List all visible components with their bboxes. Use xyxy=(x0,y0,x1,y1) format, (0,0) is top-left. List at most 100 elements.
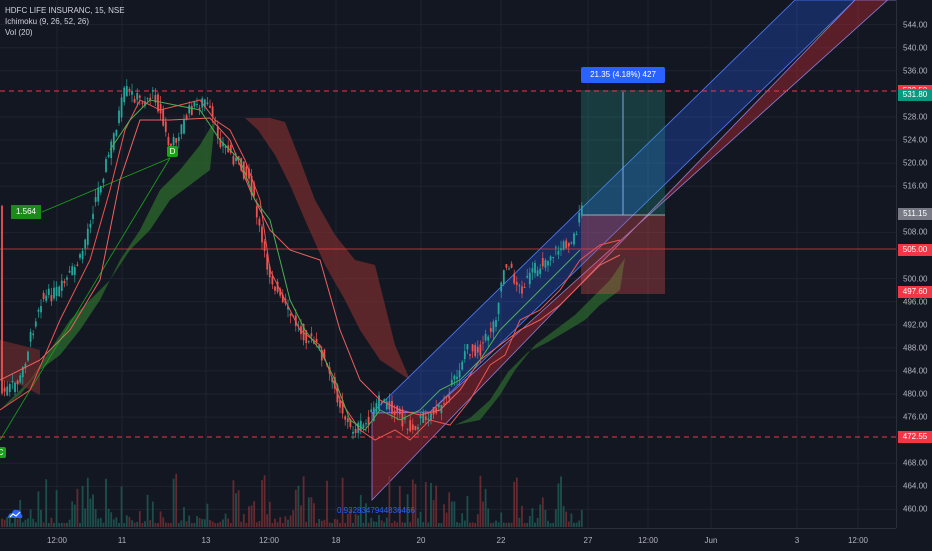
volume-bar xyxy=(302,476,305,527)
indicator-volume[interactable]: Vol (20) xyxy=(5,28,33,37)
volume-bar xyxy=(380,520,383,527)
volume-bar xyxy=(276,522,279,527)
volume-bar xyxy=(60,522,63,527)
candle-body xyxy=(144,101,146,106)
candle-body xyxy=(19,375,22,383)
candle-body xyxy=(476,346,479,353)
volume-bar xyxy=(190,522,193,527)
volume-bar xyxy=(214,522,217,527)
time-axis[interactable]: 12:00 11 13 12:00 18 20 22 27 12:00 Jun 3 12:00 xyxy=(0,528,896,551)
volume-bar xyxy=(164,522,167,527)
volume-bar xyxy=(443,504,445,527)
time-label: 18 xyxy=(331,536,341,545)
volume-bar xyxy=(326,480,328,527)
volume-bar xyxy=(151,501,154,527)
marker-d[interactable]: D xyxy=(167,146,178,157)
candle-body xyxy=(417,427,419,430)
volume-bar xyxy=(534,522,536,527)
marker-c[interactable]: C xyxy=(0,447,6,458)
time-label: 12:00 xyxy=(258,536,280,545)
volume-bar xyxy=(24,519,27,527)
candle-body xyxy=(489,328,492,332)
volume-bar xyxy=(112,519,115,527)
candle-body xyxy=(172,137,175,146)
candle-body xyxy=(21,366,24,378)
candle-body xyxy=(320,349,323,361)
candle-body xyxy=(133,98,136,103)
volume-bar xyxy=(526,522,529,527)
volume-bar xyxy=(159,511,162,527)
volume-bar xyxy=(120,486,123,527)
volume-bar xyxy=(367,522,370,527)
price-tick: 468.00 xyxy=(903,458,928,468)
time-label: 22 xyxy=(496,536,506,545)
tradingview-logo-icon[interactable] xyxy=(6,507,24,521)
volume-bar xyxy=(37,491,40,527)
candle-body xyxy=(526,275,529,278)
time-label: 11 xyxy=(117,536,127,545)
volume-bar xyxy=(86,477,89,527)
candle-body xyxy=(149,97,152,101)
candle-body xyxy=(349,419,352,427)
candle-body xyxy=(406,428,409,430)
candle-body xyxy=(131,90,133,95)
candle-body xyxy=(482,342,484,344)
candle-body xyxy=(323,349,326,359)
candle-body xyxy=(393,410,396,416)
price-tick: 460.00 xyxy=(903,504,928,514)
volume-bar xyxy=(323,519,326,527)
indicator-ichimoku[interactable]: Ichimoku (9, 26, 52, 26) xyxy=(5,17,90,26)
volume-bar xyxy=(224,513,227,527)
candle-body xyxy=(547,260,549,266)
price-tag: 505.00 xyxy=(898,243,932,256)
volume-bar xyxy=(539,504,542,527)
candle-body xyxy=(237,156,240,160)
candle-body xyxy=(71,266,74,276)
candle-body xyxy=(513,273,516,284)
volume-bar xyxy=(349,509,352,527)
candle-body xyxy=(318,345,321,349)
volume-bar xyxy=(284,516,287,527)
symbol-title[interactable]: HDFC LIFE INSURANC, 15, NSE xyxy=(5,6,125,15)
volume-bar xyxy=(341,477,344,527)
volume-bar xyxy=(235,493,237,527)
candle-body xyxy=(380,402,383,404)
volume-bar xyxy=(552,522,555,527)
volume-bar xyxy=(211,521,214,527)
volume-bar xyxy=(497,522,500,527)
candle-body xyxy=(224,145,227,149)
candle-body xyxy=(523,286,526,288)
candle-body xyxy=(453,375,456,380)
candle-body xyxy=(151,89,154,92)
candle-body xyxy=(8,383,11,393)
volume-bar xyxy=(575,522,578,527)
volume-bar xyxy=(175,473,178,527)
price-tick: 528.00 xyxy=(903,112,928,122)
volume-bar xyxy=(188,515,191,527)
volume-bar xyxy=(263,475,266,527)
candle-body xyxy=(258,218,261,226)
volume-bar xyxy=(92,494,94,527)
volume-bar xyxy=(94,509,97,527)
volume-bar xyxy=(573,522,575,527)
candle-body xyxy=(580,205,583,216)
candle-body xyxy=(536,270,539,276)
volume-bar xyxy=(479,475,482,527)
candle-body xyxy=(167,136,170,146)
volume-bar xyxy=(411,479,414,527)
volume-bar xyxy=(6,516,9,527)
volume-bar xyxy=(541,497,544,527)
candle-body xyxy=(79,254,81,258)
time-label: 27 xyxy=(583,536,593,545)
volume-bar xyxy=(58,522,61,527)
price-axis[interactable]: 544.00 540.00 536.00 528.00 524.00 520.00 516.… xyxy=(896,0,932,528)
candle-body xyxy=(219,138,222,148)
candle-body xyxy=(141,102,144,104)
candle-body xyxy=(411,424,414,430)
candle-body xyxy=(375,403,378,413)
volume-bar xyxy=(513,481,516,527)
candle-body xyxy=(261,226,263,243)
candle-body xyxy=(567,242,570,247)
candle-body xyxy=(515,282,518,285)
